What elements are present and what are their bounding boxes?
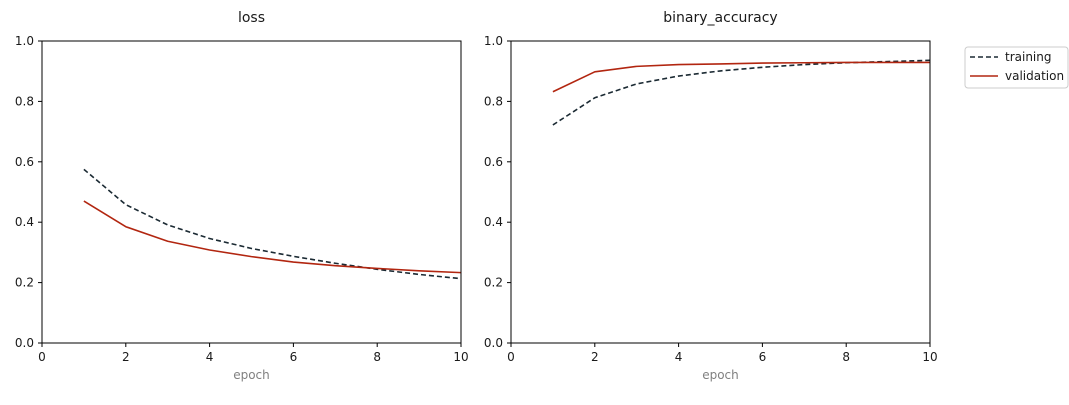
chart-title: loss [238, 10, 265, 26]
x-tick-label: 10 [922, 350, 937, 364]
y-tick-label: 0.8 [15, 94, 34, 108]
x-tick-label: 4 [206, 350, 214, 364]
y-tick-label: 0.8 [484, 94, 503, 108]
x-axis-label: epoch [233, 368, 270, 382]
y-tick-label: 0.2 [484, 276, 503, 290]
series-line-validation [83, 200, 462, 274]
x-tick-label: 6 [290, 350, 298, 364]
series-line-training [552, 59, 931, 126]
y-tick-label: 0.0 [15, 336, 34, 350]
x-tick-label: 10 [453, 350, 468, 364]
series-line-validation [552, 61, 930, 93]
legend-label-training: training [1005, 50, 1052, 64]
x-tick-label: 8 [373, 350, 381, 364]
loss-chart: loss 0 2 4 6 8 10 0.0 0.2 0.4 0.6 0.8 1.0 epoch [15, 10, 469, 382]
y-tick-label: 1.0 [484, 34, 503, 48]
binary-accuracy-chart: binary_accuracy 0 2 4 6 8 10 0.0 0.2 0.4 0.6 0.8 1.0… [484, 10, 938, 382]
x-tick-label: 2 [122, 350, 130, 364]
series-line-training [83, 168, 462, 280]
x-tick-label: 2 [591, 350, 599, 364]
x-axis-label: epoch [702, 368, 739, 382]
y-tick-label: 0.4 [484, 215, 503, 229]
x-tick-label: 4 [675, 350, 683, 364]
axes-frame [41, 40, 462, 344]
y-tick-label: 0.2 [15, 276, 34, 290]
axes-frame [510, 40, 931, 344]
x-tick-label: 6 [759, 350, 767, 364]
x-tick-label: 0 [38, 350, 46, 364]
y-tick-label: 0.4 [15, 215, 34, 229]
y-tick-label: 0.6 [484, 155, 503, 169]
chart-title: binary_accuracy [663, 10, 777, 26]
x-tick-label: 8 [842, 350, 850, 364]
y-tick-label: 1.0 [15, 34, 34, 48]
legend: training validation [964, 46, 1069, 89]
y-tick-label: 0.0 [484, 336, 503, 350]
legend-label-validation: validation [1005, 69, 1064, 83]
x-tick-label: 0 [507, 350, 515, 364]
y-tick-label: 0.6 [15, 155, 34, 169]
